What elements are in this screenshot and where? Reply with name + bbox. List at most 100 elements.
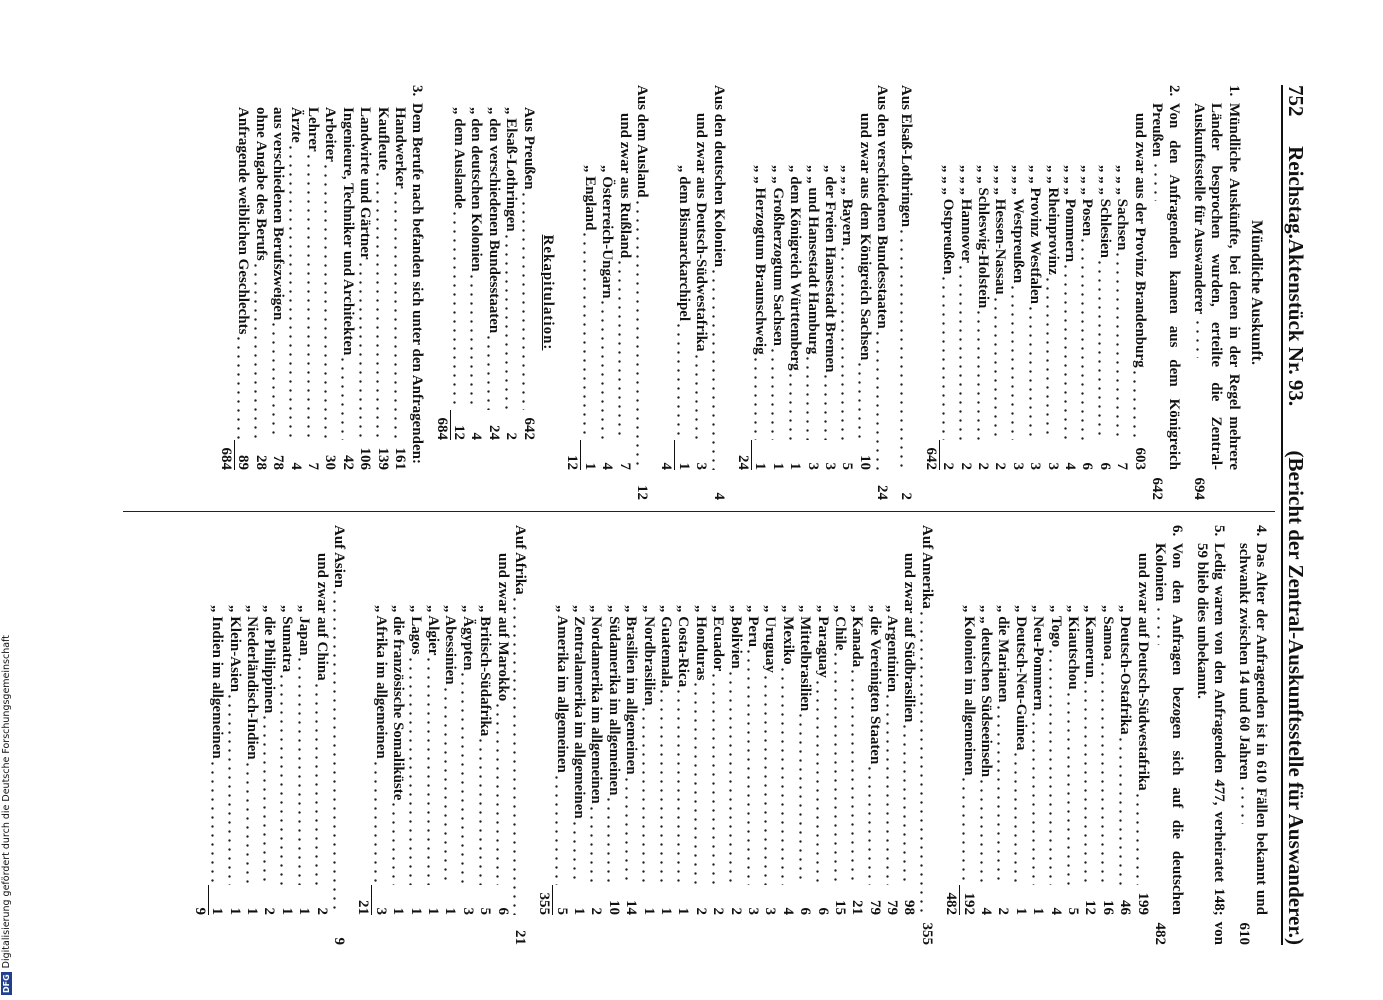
row-label: „ Nordamerika im allgemeinen (588, 605, 605, 804)
leader (795, 711, 814, 885)
row: „ Guatemala 1 (656, 525, 675, 945)
row-label: Aus Preußen (520, 107, 537, 190)
value: 482 (1151, 922, 1168, 946)
leader (991, 294, 1009, 440)
leader (917, 608, 935, 915)
row: „ „ Schleswig-Holstein 2 (973, 85, 991, 500)
text: Das Alter der Anfragenden ist in 610 Fäl… (1235, 543, 1269, 915)
leader (320, 161, 339, 440)
row-label: „ die französische Somaliküste (390, 605, 407, 801)
row-label: „ Afrika im allgemeinen (372, 605, 389, 759)
leader (519, 189, 537, 410)
row-label: „ „ Provinz Westfalen (1027, 165, 1044, 305)
leader (785, 370, 804, 440)
row-label: „ Mittelbrasilien (797, 605, 814, 712)
value: 79 (866, 900, 883, 915)
row: „ die Vereinigten Staaten 79 (865, 525, 883, 945)
item-text: 4. Das Alter der Anfragenden ist in 610 F… (1234, 525, 1269, 915)
row: „ Japan 1 (294, 525, 312, 945)
text: Von den Anfragenden kamen aus dem Königr… (1148, 103, 1183, 470)
leader (338, 355, 356, 440)
value: 4 (1062, 462, 1079, 471)
recap-heading: Rekapitulation: (540, 234, 557, 351)
spacer (563, 85, 580, 440)
right-column: 4. Das Alter der Anfragenden ist in 610 F… (183, 525, 1269, 945)
value: 3 (1044, 462, 1061, 471)
value: 4 (779, 907, 796, 916)
row-label: „ Niederländisch-Indien (244, 605, 261, 760)
sum-row: 355 (534, 525, 554, 945)
row: „ „ „ Westpreußen 3 (1008, 85, 1026, 500)
leader (837, 245, 856, 440)
row: ohne Angabe des Berufs 28 (251, 85, 269, 500)
item: 6. Von den Anfragen bezogen sich auf die … (1151, 525, 1185, 946)
leader (708, 671, 727, 885)
row: Ärzte 4 (286, 85, 304, 500)
text: Dem Berufe nach befanden sich unter den … (409, 103, 426, 464)
value: 2 (710, 907, 727, 916)
sum-row: 21 (353, 525, 373, 945)
value: 4 (287, 462, 304, 471)
value: 6 (494, 907, 511, 916)
value: 5 (1065, 907, 1082, 916)
sum-row: 24 (733, 85, 752, 500)
row-label: ohne Angabe des Berufs (252, 107, 269, 261)
item-text: 6. Von den Anfragen bezogen sich auf die … (1151, 525, 1185, 915)
value: 14 (623, 900, 640, 915)
value: 1 (442, 907, 459, 916)
row-label: Anfragende weiblichen Geschlechts (235, 107, 252, 335)
row-label: „ „ deutschen Südseeinseln (978, 605, 995, 778)
row-label: „ Ecuador (710, 605, 727, 672)
value: 1 (244, 907, 261, 916)
leader (406, 654, 424, 885)
row-label: „ die Philippinen (261, 605, 278, 714)
leader (1008, 283, 1026, 440)
leader (1194, 317, 1205, 358)
item: Aus Elsaß-Lothringen 2 (897, 85, 915, 500)
row: „ Paraguay 6 (813, 525, 831, 945)
leader (1115, 734, 1134, 885)
row: „ „ Herzogtum Braunschweig 1 (750, 85, 769, 500)
block: Auf Asien 9 und zwar auf China 2 „ Japan 1 „ S… (190, 525, 347, 945)
value: 192 (960, 892, 977, 916)
item-number: 1. (1225, 85, 1242, 97)
sum-row: 482 (941, 525, 961, 945)
leader (510, 594, 528, 915)
row-label: und zwar aus der Provinz Brandenburg (1131, 113, 1148, 368)
leader (475, 736, 494, 885)
value: 6 (797, 907, 814, 916)
row-label: Handwerker (391, 107, 408, 189)
spacer (217, 85, 234, 440)
value: 24 (874, 485, 891, 500)
row: „ dem Bismarckarchipel 1 (674, 85, 692, 500)
value: 1 (752, 462, 769, 471)
row-label: „ dem Bismarckarchipel (675, 165, 692, 322)
value: 10 (856, 455, 873, 470)
item-number: 5. (1211, 525, 1228, 537)
sum-row: 12 (563, 85, 582, 500)
row: „ Argentinien 79 (882, 525, 900, 945)
row-label: „ Österreich-Ungarn (599, 165, 616, 299)
row-label: und zwar aus Rußland (616, 113, 633, 259)
row: „ die Philippinen 2 (260, 525, 277, 945)
value: 603 (1131, 447, 1148, 471)
block: 4. Das Alter der Anfragenden ist in 610 F… (1234, 525, 1269, 945)
row-label: „ Paraguay (814, 605, 831, 678)
spacer (190, 525, 207, 885)
item: 4. Das Alter der Anfragenden ist in 610 F… (1234, 525, 1269, 945)
row: „ Samoa 16 (1098, 525, 1116, 945)
row-label: Ingenieure, Techniker und Architekten (339, 107, 356, 356)
row: „ Nordamerika im allgemeinen 2 (587, 525, 604, 945)
sum-row: 684 (216, 85, 236, 500)
row-label: „ „ „ Bayern (839, 165, 856, 246)
item: Aus dem Ausland 12 (632, 85, 650, 500)
leader (865, 764, 883, 885)
row: „ Niederländisch-Indien 1 (242, 525, 261, 945)
row-label: „ Indien im allgemeinen (209, 605, 226, 759)
leader (580, 230, 598, 440)
value: 46 (1117, 900, 1134, 915)
row: „ Südamerika im allgemeinen 10 (604, 525, 622, 945)
row-label: „ Guatemala (658, 605, 675, 688)
row-label: „ „ Großherzogtum Sachsen (769, 165, 786, 346)
block: 1. Mündliche Auskünfte, bei denen in der … (1189, 85, 1242, 500)
